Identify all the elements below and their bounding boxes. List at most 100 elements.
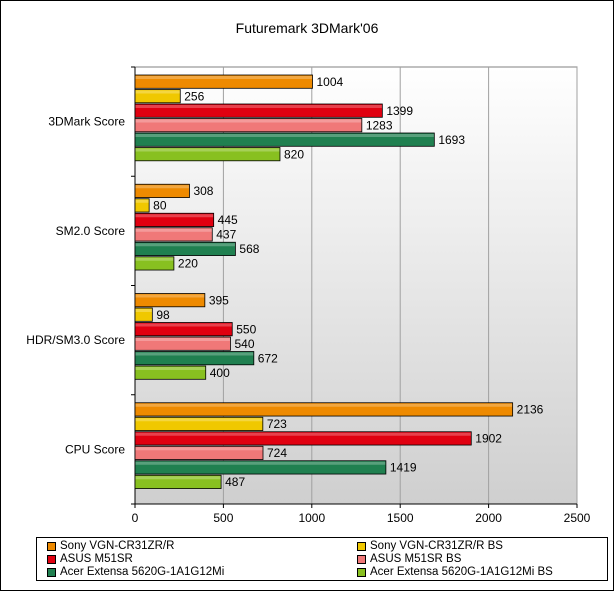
bar — [134, 307, 153, 322]
data-label: 1004 — [317, 75, 344, 89]
bar-highlight — [135, 403, 513, 407]
x-tick-label: 0 — [132, 511, 139, 525]
bar-highlight — [135, 257, 174, 261]
bar — [134, 416, 264, 431]
bar — [134, 132, 435, 147]
bar-highlight — [135, 134, 434, 137]
legend-swatch — [47, 542, 56, 551]
data-label: 672 — [258, 351, 278, 365]
bar-highlight — [135, 352, 254, 356]
data-label: 1419 — [390, 461, 417, 475]
bar-highlight — [135, 432, 471, 436]
bar-highlight — [135, 461, 386, 465]
bar-highlight — [135, 243, 235, 247]
data-label: 256 — [184, 89, 204, 103]
legend-label: Sony VGN-CR31ZR/R BS — [370, 540, 503, 552]
x-tick-label: 1000 — [298, 511, 325, 525]
bar-highlight — [135, 476, 221, 480]
data-label: 445 — [218, 213, 238, 227]
legend-label: ASUS M51SR BS — [370, 553, 462, 565]
bar-highlight — [135, 228, 212, 232]
data-label: 1902 — [475, 432, 502, 446]
bar — [134, 183, 190, 198]
bar — [134, 256, 175, 271]
data-label: 568 — [239, 242, 259, 256]
category-label: SM2.0 Score — [56, 224, 126, 238]
bar — [134, 336, 231, 351]
data-label: 437 — [216, 228, 236, 242]
legend-label: Acer Extensa 5620G-1A1G12Mi BS — [370, 566, 553, 578]
bar-highlight — [135, 185, 189, 189]
bar-highlight — [135, 323, 232, 327]
legend-swatch — [357, 568, 366, 577]
data-label: 540 — [234, 337, 254, 351]
bar-highlight — [135, 119, 362, 123]
data-label: 395 — [209, 293, 229, 307]
category-label: CPU Score — [65, 442, 125, 456]
bar — [134, 118, 363, 133]
bar-highlight — [135, 214, 214, 218]
bar-highlight — [135, 447, 263, 451]
bar-highlight — [135, 76, 313, 79]
x-tick-label: 2500 — [564, 511, 591, 525]
bar — [134, 227, 213, 242]
bar — [134, 402, 514, 417]
bar-highlight — [135, 105, 382, 108]
bar — [134, 293, 206, 308]
data-label: 1399 — [386, 104, 413, 118]
data-label: 820 — [284, 147, 304, 161]
bar — [134, 460, 387, 475]
chart-title: Futuremark 3DMark'06 — [235, 20, 379, 36]
data-label: 724 — [267, 446, 287, 460]
legend-item: Sony VGN-CR31ZR/R BS — [357, 540, 503, 553]
bar-highlight — [135, 148, 280, 152]
legend-item: Sony VGN-CR31ZR/R — [47, 540, 174, 553]
bar — [134, 351, 255, 366]
data-label: 1283 — [366, 118, 393, 132]
bar — [134, 241, 236, 256]
data-label: 2136 — [517, 403, 544, 417]
data-label: 550 — [236, 322, 256, 336]
bar-highlight — [135, 338, 230, 341]
bar — [134, 74, 313, 89]
bar-highlight — [135, 294, 205, 298]
bar-highlight — [135, 309, 152, 312]
bar-highlight — [135, 418, 263, 422]
data-label: 1693 — [438, 133, 465, 147]
bar — [134, 103, 383, 118]
bar — [134, 445, 264, 460]
category-label: 3DMark Score — [48, 115, 125, 129]
data-label: 220 — [178, 257, 198, 271]
bar — [134, 365, 207, 380]
data-label: 400 — [210, 366, 230, 380]
legend-label: ASUS M51SR — [60, 553, 133, 565]
bar — [134, 431, 472, 446]
legend-swatch — [47, 555, 56, 564]
legend-item: Acer Extensa 5620G-1A1G12Mi BS — [357, 566, 553, 579]
data-label: 487 — [225, 475, 245, 489]
bar-highlight — [135, 367, 206, 370]
x-tick-label: 2000 — [475, 511, 502, 525]
legend-item: ASUS M51SR — [47, 553, 133, 566]
x-tick-label: 500 — [213, 511, 233, 525]
data-label: 308 — [193, 184, 213, 198]
category-label: HDR/SM3.0 Score — [26, 333, 125, 347]
bar — [134, 198, 150, 213]
bar — [134, 212, 215, 227]
legend-swatch — [357, 542, 366, 551]
bar-highlight — [135, 199, 149, 203]
data-label: 80 — [153, 199, 167, 213]
bar — [134, 147, 281, 162]
legend: Sony VGN-CR31ZR/R Sony VGN-CR31ZR/R BS ASU… — [36, 537, 608, 581]
legend-label: Sony VGN-CR31ZR/R — [60, 540, 175, 552]
bar — [134, 89, 181, 104]
legend-swatch — [357, 555, 366, 564]
data-label: 98 — [156, 308, 170, 322]
legend-swatch — [47, 568, 56, 577]
bar — [134, 474, 222, 489]
bar-highlight — [135, 90, 180, 94]
x-tick-label: 1500 — [387, 511, 414, 525]
legend-label: Acer Extensa 5620G-1A1G12Mi — [60, 566, 225, 578]
bar — [134, 322, 233, 337]
legend-item: Acer Extensa 5620G-1A1G12Mi — [47, 566, 224, 579]
